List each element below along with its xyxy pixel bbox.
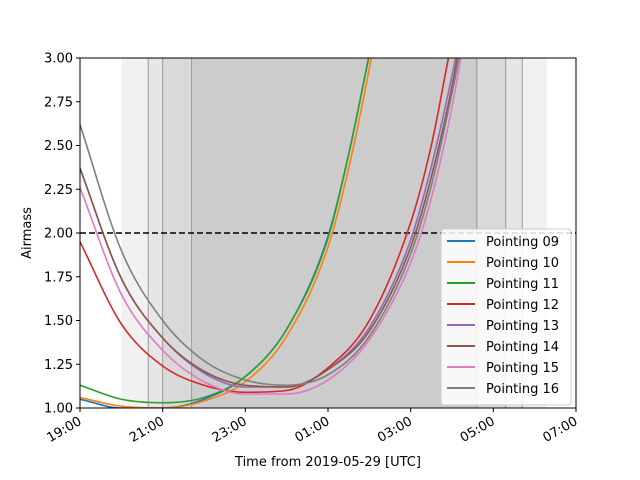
series-line-6 (80, 58, 459, 388)
x-tick-label: 05:00 (458, 414, 498, 446)
y-tick-label: 1.50 (44, 314, 73, 329)
y-tick-label: 1.25 (44, 358, 73, 373)
x-tick-label: 01:00 (292, 414, 332, 446)
legend-label-8: Pointing 16 (486, 382, 559, 397)
y-tick-label: 2.50 (44, 139, 73, 154)
series-lines (80, 58, 462, 408)
y-tick-label: 2.00 (44, 227, 73, 242)
series-line-8 (80, 58, 460, 387)
legend-label-2: Pointing 10 (486, 256, 559, 271)
legend-label-6: Pointing 14 (486, 340, 559, 355)
x-tick-label: 19:00 (44, 414, 84, 446)
y-tick-label: 1.00 (44, 402, 73, 417)
legend-label-5: Pointing 13 (486, 319, 559, 334)
series-line-3 (80, 58, 370, 404)
series-line-4 (80, 58, 450, 394)
x-tick-label: 23:00 (210, 414, 250, 446)
y-tick-label: 3.00 (44, 52, 73, 67)
legend-label-1: Pointing 09 (486, 235, 559, 250)
x-axis-label: Time from 2019-05-29 [UTC] (234, 455, 421, 470)
x-tick-label: 07:00 (540, 414, 580, 446)
y-tick-label: 2.75 (44, 95, 73, 110)
x-tick-label: 21:00 (127, 414, 167, 446)
x-axis-ticks: 19:00 21:00 23:00 01:00 03:00 05:00 07:00 (44, 408, 580, 446)
legend-label-3: Pointing 11 (486, 277, 559, 292)
legend-box (440, 228, 572, 406)
legend: Pointing 09 Pointing 10 Pointing 11 Pointin… (440, 228, 572, 406)
legend-label-4: Pointing 12 (486, 298, 559, 313)
x-tick-label: 03:00 (375, 414, 415, 446)
series-line-7 (80, 58, 462, 395)
y-tick-label: 1.75 (44, 270, 73, 285)
y-axis-label: Airmass (20, 207, 35, 259)
legend-label-7: Pointing 15 (486, 361, 559, 376)
y-tick-label: 2.25 (44, 183, 73, 198)
y-axis-ticks: 1.00 1.25 1.50 1.75 2.00 2.25 2.50 2.75 3.00 (44, 52, 80, 417)
